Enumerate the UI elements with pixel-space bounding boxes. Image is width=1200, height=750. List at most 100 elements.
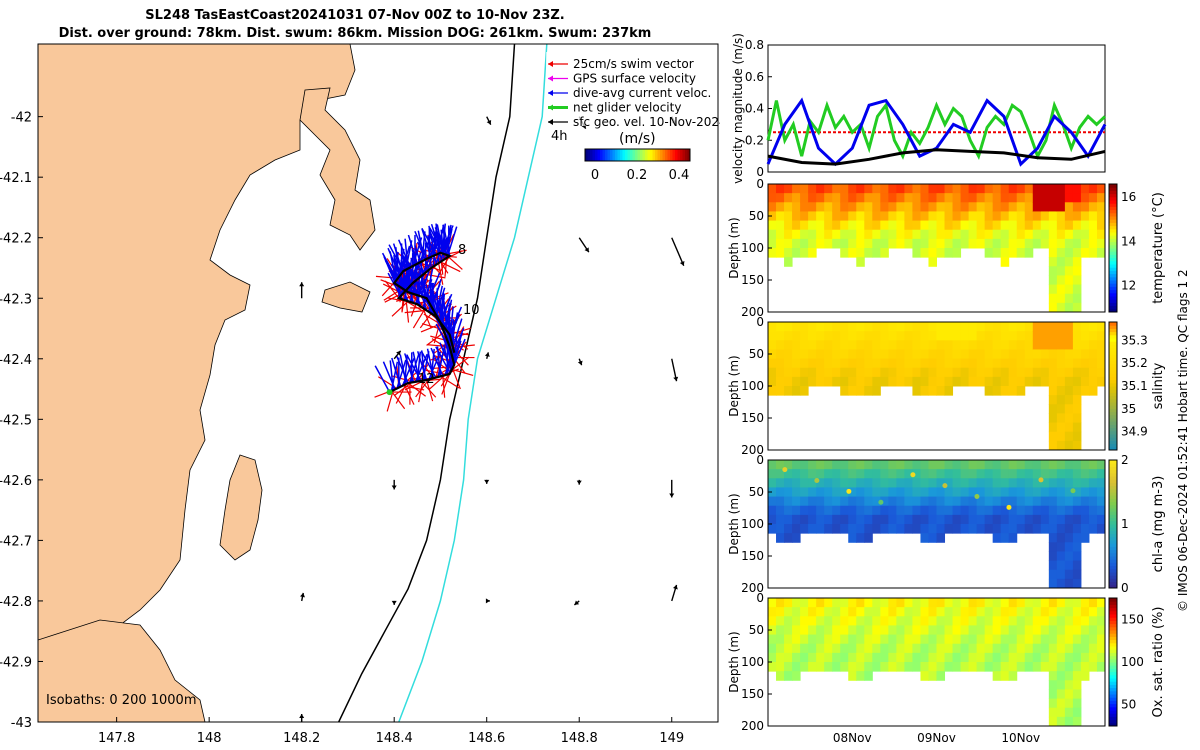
section-cell [816,220,825,231]
section-cell [1088,514,1098,525]
section-cell [952,220,962,231]
section-cell [832,220,841,231]
section-cell [1000,662,1010,672]
section-cell [800,607,809,617]
section-cell [832,514,841,525]
section-colorbar-cell [1109,244,1117,249]
section-cell [1000,376,1010,387]
section-cell [816,460,825,470]
section-cell [984,248,994,258]
speed-colorbar: 0 0.2 0.4 [584,148,691,183]
section-cell [1032,469,1042,479]
section-cell [1064,542,1074,552]
section-cell [864,220,873,231]
section-cell [880,193,889,203]
section-cell [1072,238,1082,249]
geo-arrow-head [391,485,397,490]
section-cell [776,211,785,222]
section-cell [808,524,817,534]
section-cell [832,598,841,608]
section-cell [968,652,978,663]
section-cell [1048,404,1058,414]
section-cell [864,376,873,387]
section-cell [1008,184,1018,194]
section-cell [840,340,849,350]
section-cell [1064,716,1074,727]
section-cell [784,331,793,341]
section-cell [904,662,913,672]
section-cell [832,193,841,203]
section-cell [1096,460,1106,470]
section-cell [984,322,994,332]
dac-vector [452,338,466,367]
section-cell [784,184,793,194]
section-cell [1024,478,1034,488]
section-cell [936,671,946,681]
section-colorbar-cell [1109,386,1117,390]
section-cell [936,662,946,672]
section-cell [832,625,841,636]
section-cell [896,322,905,332]
section-colorbar-cell [1109,405,1117,409]
section-cell [1032,229,1042,240]
velocity-y-tick-label: 0.4 [745,102,764,116]
section-cell [1056,542,1066,552]
section-cell [936,469,946,479]
section-cell [928,487,937,498]
colorbar-cell [610,149,613,161]
section-cell [856,524,865,534]
section-cell [824,340,833,350]
section-colorbar-cell [1109,308,1117,313]
legend-arrowhead [548,61,553,67]
section-cell [936,248,946,258]
section-cell [864,349,873,360]
section-colorbar-cell [1109,235,1117,239]
section-cell [1072,625,1082,636]
section-cell [1032,349,1042,360]
section-colorbar-tick-label: 14 [1121,234,1136,248]
section-cell [872,322,881,332]
dac-vector [405,354,422,382]
section-cell [1096,184,1106,194]
section-cell [840,505,849,516]
dac-vector [430,347,444,377]
section-cell [1056,404,1066,414]
section-cell [832,340,841,350]
section-colorbar-cell [1109,347,1117,352]
section-cell [792,248,801,258]
legend-box [546,52,716,126]
section-colorbar-cell [1109,350,1117,355]
section-cell [808,184,817,194]
dac-vector [426,348,435,379]
section-cell [1016,211,1026,222]
section-cell [1032,460,1042,470]
section-colorbar-cell [1109,302,1117,307]
section-cell [1072,598,1082,608]
section-cell [1048,625,1058,636]
section-cell [1000,514,1010,525]
legend-arrowhead [548,75,553,82]
section-cell [856,211,865,222]
chla-dot [1006,504,1012,510]
section-cell [888,340,897,350]
section-cell [840,487,849,498]
section-cell [992,193,1002,203]
dac-vector [439,342,453,371]
section-cell [992,487,1002,498]
section-cell [808,496,817,507]
section-cell [880,376,889,387]
section-cell [1040,211,1050,222]
section-cell [832,322,841,332]
section-cell [1064,671,1074,681]
section-cell [920,349,929,360]
section-cell [816,643,825,654]
section-cell [920,634,929,645]
section-cell [992,202,1002,212]
section-colorbar-cell [1109,232,1117,236]
colorbar-cell [630,149,633,161]
geo-arrow-head [396,350,401,356]
section-colorbar-cell [1109,196,1117,201]
legend-label: dive-avg current veloc. [573,86,711,100]
section-cell [784,616,793,626]
section-cell [1088,643,1098,654]
